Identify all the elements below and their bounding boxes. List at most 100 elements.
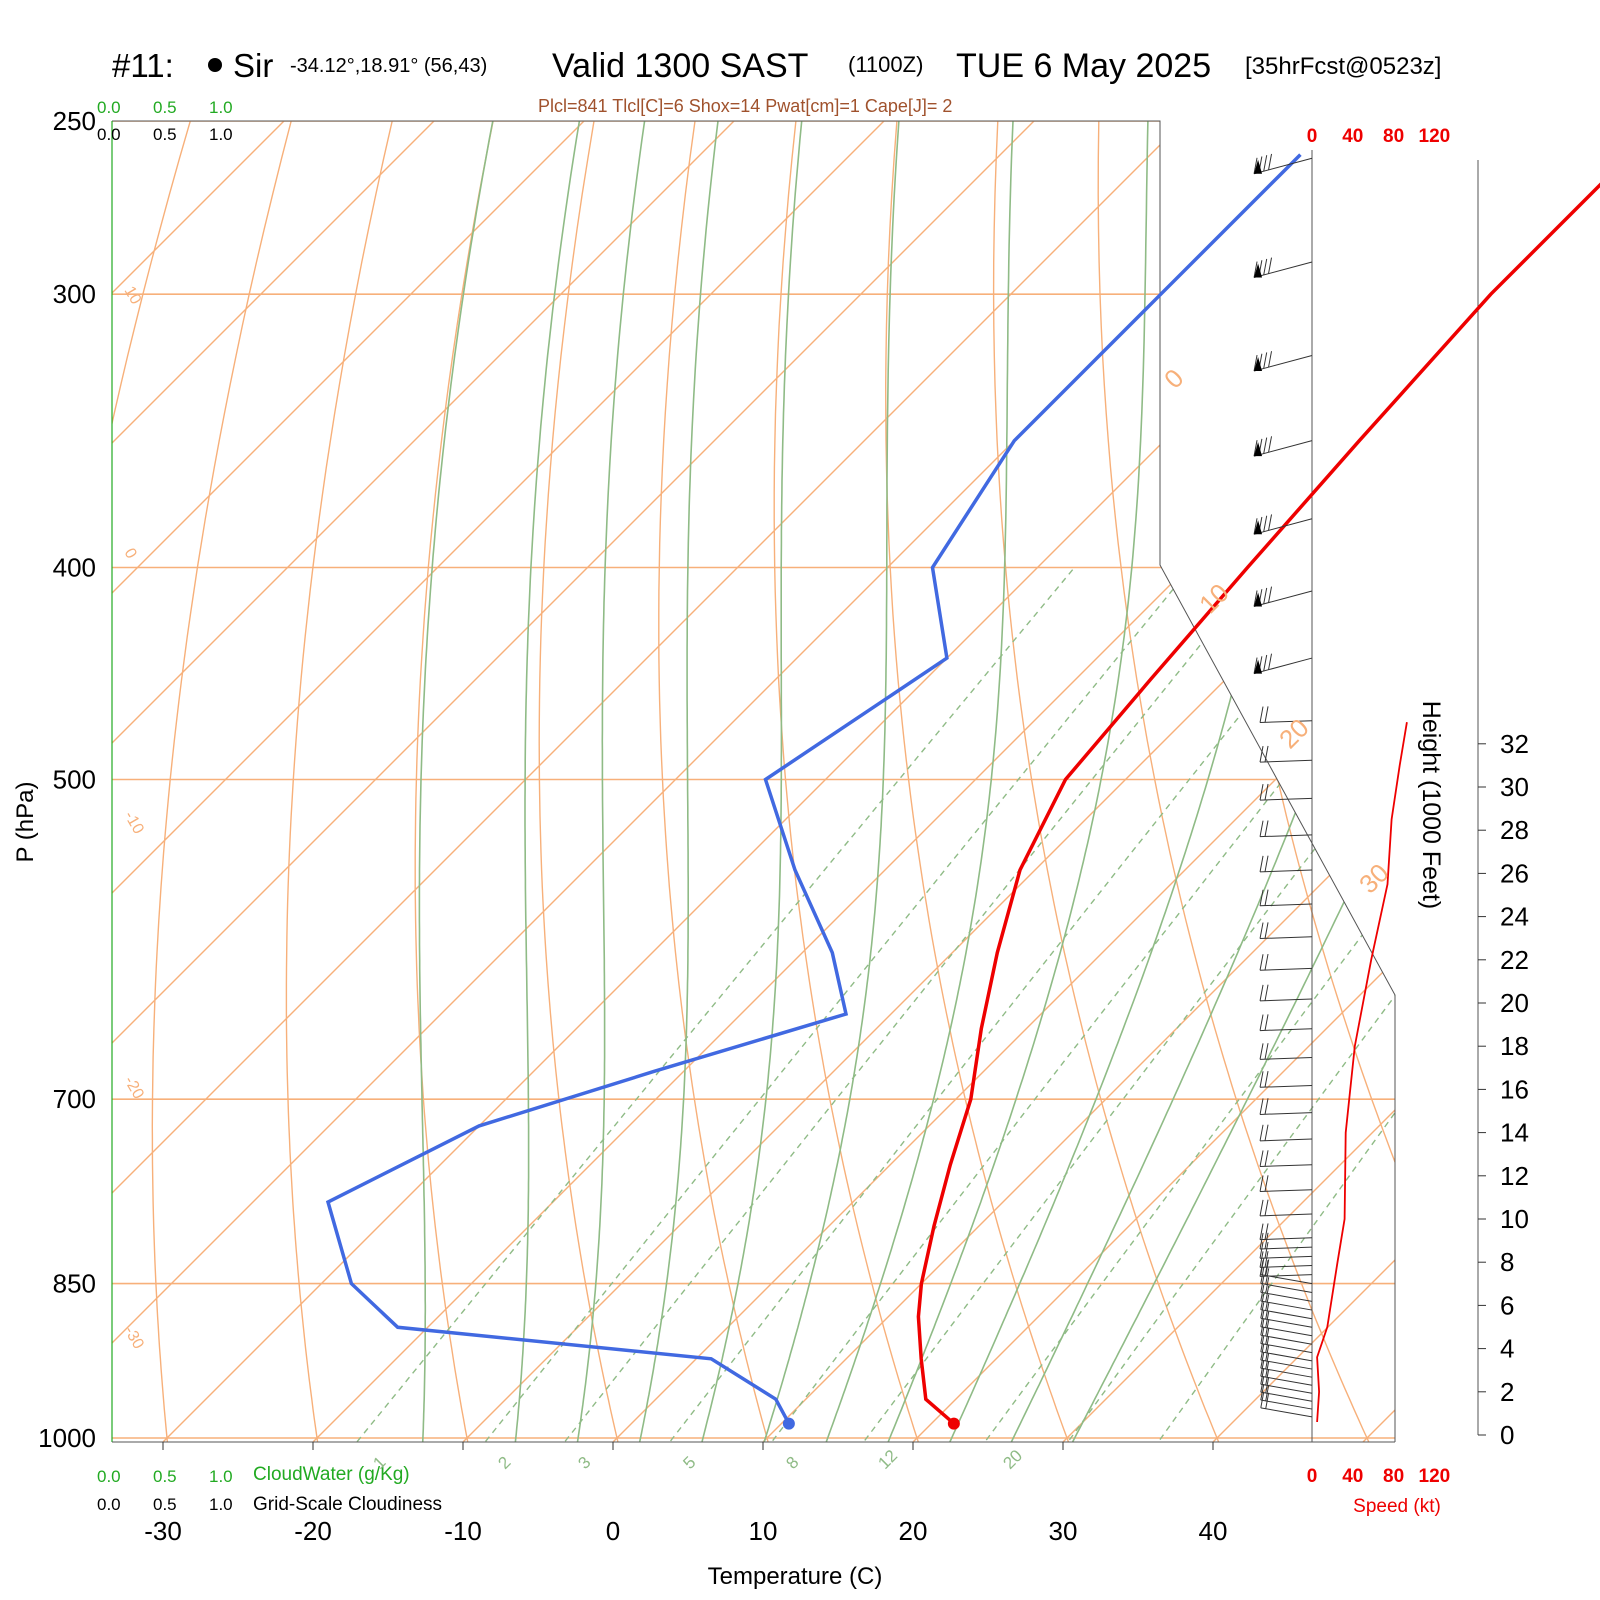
wind-barb-feather <box>1264 1241 1269 1259</box>
wind-barb-staff <box>1260 1407 1313 1418</box>
height-tick-label: 10 <box>1500 1204 1529 1234</box>
isotherm-line <box>912 121 1395 1442</box>
dewpoint-profile <box>325 153 1302 1425</box>
mixing-ratio-label: 8 <box>782 1453 802 1473</box>
speed-tick-top: 80 <box>1383 126 1404 147</box>
isotherm-line <box>112 121 1185 1442</box>
moist-adiabat <box>749 121 900 1442</box>
wind-barb <box>1259 1043 1313 1060</box>
wind-barb-feather <box>1263 587 1268 605</box>
height-tick-label: 24 <box>1500 902 1529 932</box>
wind-barb <box>1259 889 1313 907</box>
temp-tick-label: 0 <box>606 1516 620 1546</box>
diagram-frame <box>111 120 1486 1450</box>
wind-barb-pennant <box>1254 263 1263 278</box>
wind-barb-staff <box>1260 1334 1313 1345</box>
wind-barb-feather <box>1264 1098 1269 1115</box>
dry-adiabat <box>658 121 781 1442</box>
temp-tick-label: -10 <box>444 1516 482 1546</box>
wind-barb-staff <box>1260 1189 1313 1193</box>
dry-adiabat <box>992 121 1238 1442</box>
wind-barb-feather <box>1259 1124 1264 1141</box>
wind-barb-feather <box>1264 855 1269 872</box>
wind-barb <box>1253 257 1313 279</box>
wind-barb-staff <box>1260 797 1313 801</box>
mixing-ratio-line <box>530 567 1264 1442</box>
temperature-profile <box>916 182 1600 1425</box>
wind-barb-staff <box>1260 1282 1313 1293</box>
wind-barb-feather <box>1253 354 1258 372</box>
wind-barb <box>1259 1150 1313 1168</box>
pressure-tick-label: 300 <box>53 279 96 309</box>
isotherm-label: 10 <box>1193 578 1235 620</box>
wind-barb <box>1260 1302 1313 1328</box>
temp-tick-label: -20 <box>294 1516 332 1546</box>
wind-barb <box>1259 922 1313 940</box>
height-axis-title: Height (1000 Feet) <box>1417 701 1445 909</box>
wind-barb <box>1260 1376 1313 1402</box>
height-tick-label: 30 <box>1500 772 1529 802</box>
dry-adiabat <box>884 121 1086 1442</box>
isotherm-label: -20 <box>121 1074 147 1103</box>
cloudiness-scale-bottom-2: 1.0 <box>209 1495 233 1514</box>
wind-barb-feather <box>1265 1328 1270 1345</box>
isotherm-label: 0 <box>1158 363 1189 394</box>
wind-barb <box>1260 1360 1313 1386</box>
wind-barb-feather <box>1259 855 1264 872</box>
wind-barb-feather <box>1263 352 1268 369</box>
wind-barb-pennant <box>1254 159 1263 174</box>
wind-barb-staff <box>1260 1391 1313 1402</box>
surface-temperature-marker <box>947 1417 960 1430</box>
wind-barb-staff <box>1253 590 1313 607</box>
isotherm-line <box>112 121 885 1442</box>
speed-tick-bottom: 0 <box>1307 1466 1318 1487</box>
cloudiness-scale-top-0: 0.0 <box>97 125 121 144</box>
wind-barb-feather <box>1264 922 1269 939</box>
wind-barb-feather <box>1265 1311 1270 1328</box>
wind-barb-feather <box>1263 155 1268 172</box>
wind-barb-feather <box>1265 1352 1270 1370</box>
isotherm-label: -10 <box>121 809 147 838</box>
wind-barb <box>1259 1241 1313 1259</box>
wind-barb-feather <box>1264 706 1269 723</box>
wind-barb-pennant <box>1254 442 1263 457</box>
wind-barb-feather <box>1264 1232 1269 1249</box>
surface-dewpoint-marker <box>782 1417 795 1430</box>
indices-line: Plcl=841 Tlcl[C]=6 Shox=14 Pwat[cm]=1 Ca… <box>538 96 952 116</box>
wind-barb-feather <box>1253 261 1258 278</box>
wind-barb-feather <box>1264 1223 1269 1240</box>
moist-adiabat <box>509 121 581 1442</box>
isotherm-line <box>1212 121 1395 1442</box>
wind-barb-feather <box>1264 820 1269 837</box>
wind-barb-staff <box>1260 1399 1313 1410</box>
wind-barb-staff <box>1253 518 1313 535</box>
wind-barb-feather <box>1259 954 1264 971</box>
wind-barb-feather <box>1263 437 1268 454</box>
wind-barb-feather <box>1265 1259 1270 1276</box>
height-tick-label: 22 <box>1500 945 1529 975</box>
wind-barb <box>1253 653 1313 675</box>
wind-barb-feather <box>1260 1335 1265 1352</box>
wind-barb-feather <box>1259 1232 1264 1250</box>
wind-barb-staff <box>1260 1213 1313 1217</box>
wind-barb <box>1259 1199 1313 1217</box>
speed-tick-top: 0 <box>1307 126 1318 147</box>
dry-adiabat <box>1298 121 1395 1442</box>
wind-barb-feather <box>1260 1267 1265 1284</box>
wind-barb-feather <box>1265 1361 1270 1378</box>
moist-adiabat <box>989 121 1395 1442</box>
pressure-tick-label: 250 <box>53 106 96 136</box>
wind-barb-feather <box>1260 1293 1265 1310</box>
isotherm-line <box>112 121 735 1442</box>
wind-barb-staff <box>1260 1084 1313 1088</box>
wind-barb <box>1259 820 1313 838</box>
wind-barb <box>1259 1251 1313 1268</box>
wind-barb <box>1260 1258 1313 1285</box>
wind-barb-staff <box>1260 1367 1313 1378</box>
wind-barb-staff <box>1260 1237 1313 1241</box>
wind-barb-staff <box>1260 1351 1313 1362</box>
wind-barb-pennant <box>1254 659 1263 674</box>
wind-barb-staff <box>1260 834 1313 838</box>
wind-barb-staff <box>1253 261 1313 279</box>
isotherm-line <box>112 121 585 1442</box>
